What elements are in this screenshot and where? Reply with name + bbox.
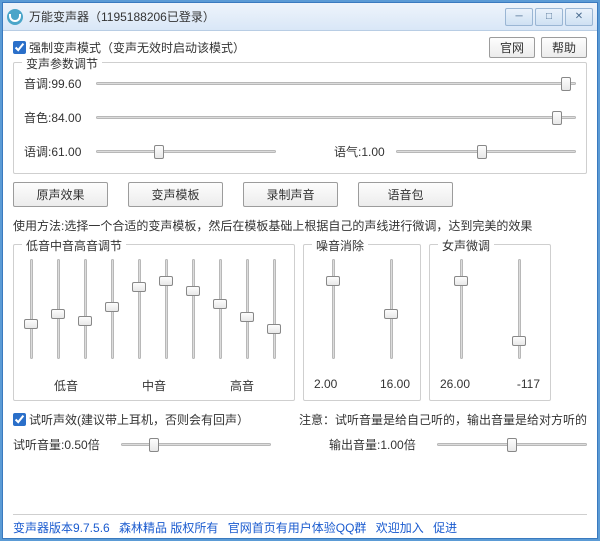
female-sliders (438, 259, 542, 371)
vertical-slider[interactable] (324, 259, 342, 359)
output-vol-slider[interactable] (437, 434, 587, 454)
record-button[interactable]: 录制声音 (243, 182, 338, 207)
website-button[interactable]: 官网 (489, 37, 535, 58)
listen-vol-slider[interactable] (121, 434, 271, 454)
vertical-slider[interactable] (211, 259, 229, 359)
vertical-slider[interactable] (382, 259, 400, 359)
noise-title: 噪音消除 (312, 237, 368, 254)
vertical-slider[interactable] (157, 259, 175, 359)
timbre-slider[interactable] (96, 107, 576, 127)
footer: 变声器版本9.7.5.6 森林精品 版权所有 官网首页有用户体验QQ群 欢迎加入… (13, 514, 587, 536)
vertical-slider[interactable] (130, 259, 148, 359)
vertical-slider[interactable] (452, 259, 470, 359)
help-button[interactable]: 帮助 (541, 37, 587, 58)
force-mode-checkbox[interactable] (13, 41, 26, 54)
titlebar[interactable]: 万能变声器（1195188206已登录） ─ □ ✕ (3, 3, 597, 31)
noise-group: 噪音消除 2.00 16.00 (303, 244, 421, 401)
force-mode-label: 强制变声模式（变声无效时启动该模式） (29, 39, 245, 56)
vertical-slider[interactable] (103, 259, 121, 359)
female-label-2: -117 (517, 377, 540, 391)
voice-params-title: 变声参数调节 (22, 55, 102, 72)
female-group: 女声微调 26.00 -117 (429, 244, 551, 401)
app-icon (7, 9, 23, 25)
listen-checkbox[interactable] (13, 413, 26, 426)
timbre-label: 音色:84.00 (24, 109, 90, 126)
app-window: 万能变声器（1195188206已登录） ─ □ ✕ 强制变声模式（变声无效时启… (2, 2, 598, 539)
listen-label: 试听声效(建议带上耳机，否则会有回声） (29, 411, 249, 428)
noise-sliders (312, 259, 412, 371)
noise-label-1: 2.00 (314, 377, 337, 391)
footer-qq[interactable]: 官网首页有用户体验QQ群 (228, 521, 367, 535)
footer-copyright: 森林精品 版权所有 (119, 521, 218, 535)
female-label-1: 26.00 (440, 377, 470, 391)
vertical-slider[interactable] (49, 259, 67, 359)
vertical-slider[interactable] (510, 259, 528, 359)
footer-promo: 促进 (433, 521, 457, 535)
vertical-slider[interactable] (76, 259, 94, 359)
minimize-button[interactable]: ─ (505, 8, 533, 26)
vertical-slider[interactable] (238, 259, 256, 359)
intonation-slider[interactable] (96, 141, 276, 161)
vertical-slider[interactable] (265, 259, 283, 359)
tone-label: 语气:1.00 (334, 143, 390, 160)
vertical-slider[interactable] (184, 259, 202, 359)
eq-label-low: 低音 (54, 377, 78, 394)
eq-sliders (22, 259, 286, 371)
usage-text: 使用方法:选择一个合适的变声模板，然后在模板基础上根据自己的声线进行微调，达到完… (13, 217, 587, 234)
footer-join[interactable]: 欢迎加入 (376, 521, 424, 535)
pitch-label: 音调:99.60 (24, 75, 90, 92)
intonation-label: 语调:61.00 (24, 143, 90, 160)
eq-label-high: 高音 (230, 377, 254, 394)
window-title: 万能变声器（1195188206已登录） (29, 8, 505, 25)
eq-label-mid: 中音 (142, 377, 166, 394)
noise-label-2: 16.00 (380, 377, 410, 391)
voicepack-button[interactable]: 语音包 (358, 182, 453, 207)
listen-vol-label: 试听音量:0.50倍 (13, 436, 113, 453)
eq-title: 低音中音高音调节 (22, 237, 126, 254)
content-area: 强制变声模式（变声无效时启动该模式） 官网 帮助 变声参数调节 音调:99.60… (3, 31, 597, 458)
maximize-button[interactable]: □ (535, 8, 563, 26)
footer-version[interactable]: 变声器版本9.7.5.6 (13, 521, 110, 535)
vertical-slider[interactable] (22, 259, 40, 359)
tone-slider[interactable] (396, 141, 576, 161)
voice-params-group: 变声参数调节 音调:99.60 音色:84.00 语调:61.00 (13, 62, 587, 174)
pitch-slider[interactable] (96, 73, 576, 93)
female-title: 女声微调 (438, 237, 494, 254)
output-vol-label: 输出音量:1.00倍 (329, 436, 429, 453)
original-sound-button[interactable]: 原声效果 (13, 182, 108, 207)
close-button[interactable]: ✕ (565, 8, 593, 26)
eq-group: 低音中音高音调节 低音 中音 高音 (13, 244, 295, 401)
template-button[interactable]: 变声模板 (128, 182, 223, 207)
listen-note: 注意：试听音量是给自己听的，输出音量是给对方听的 (299, 411, 587, 428)
